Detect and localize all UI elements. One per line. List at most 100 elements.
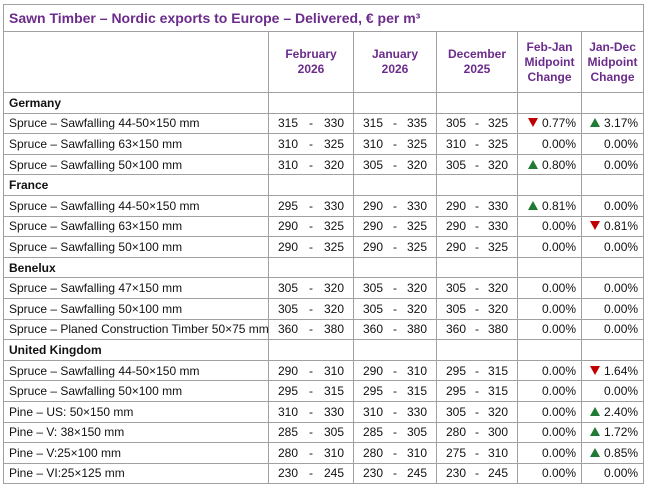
change-arrow-down: [590, 365, 601, 375]
range-cell: 315-330: [268, 112, 354, 135]
price-table: Sawn Timber – Nordic exports to Europe –…: [2, 4, 645, 485]
range: 305-320: [274, 302, 348, 316]
range-low: 230: [363, 466, 384, 481]
range-high: 325: [323, 239, 344, 254]
range-low: 290: [446, 198, 467, 213]
range: 315-330: [274, 116, 348, 130]
range-separator: -: [475, 301, 479, 316]
range-separator: -: [309, 116, 313, 131]
change-cell: 1.72%: [580, 421, 645, 444]
change-cell: 0.00%: [517, 421, 582, 444]
range-high: 380: [406, 322, 427, 337]
range-high: 335: [406, 116, 427, 131]
range: 305-320: [359, 302, 431, 316]
range-cell: 290-325: [268, 236, 354, 258]
range-cell: 360-380: [436, 318, 518, 341]
range: 280-310: [274, 446, 348, 460]
range-high: 325: [406, 239, 427, 254]
data-row: Spruce – Planed Construction Timber 50×7…: [3, 318, 645, 341]
change-cell: 0.00%: [517, 380, 582, 402]
column-header: January 2026: [353, 31, 437, 93]
empty-cell: [436, 92, 518, 114]
range: 290-325: [274, 240, 348, 254]
range-high: 330: [406, 404, 427, 419]
change-cell: 0.00%: [517, 215, 582, 238]
empty-cell: [268, 256, 354, 279]
range-separator: -: [309, 239, 313, 254]
empty-cell: [436, 256, 518, 279]
range-cell: 305-320: [353, 153, 437, 176]
range: 305-320: [359, 158, 431, 172]
range: 295-315: [274, 384, 348, 398]
range-separator: -: [309, 281, 313, 296]
range-separator: -: [393, 384, 397, 399]
change-value: 0.00%: [604, 322, 639, 337]
change-cell: 0.00%: [580, 236, 645, 258]
range: 295-315: [359, 384, 431, 398]
range-separator: -: [393, 425, 397, 440]
range-low: 280: [446, 425, 467, 440]
range-separator: -: [309, 363, 313, 378]
change-value: 0.00%: [604, 466, 639, 481]
change-arrow-down: [590, 221, 601, 231]
range-high: 330: [406, 198, 427, 213]
row-label: Spruce – Sawfalling 44-50×150 mm: [3, 359, 269, 382]
change-value: 1.72%: [604, 425, 639, 440]
empty-cell: [580, 256, 645, 279]
table-wrapper: Sawn Timber – Nordic exports to Europe –…: [2, 4, 645, 485]
change-value: 0.77%: [541, 116, 576, 131]
range-separator: -: [393, 219, 397, 234]
range-separator: -: [393, 136, 397, 151]
empty-cell: [268, 174, 354, 196]
section-name: France: [3, 174, 269, 196]
range-high: 320: [406, 281, 427, 296]
range-low: 295: [446, 363, 467, 378]
data-row: Pine – V:25×100 mm 280-310 280-310 275-310 0…: [3, 442, 645, 464]
range: 305-325: [442, 116, 512, 130]
range-cell: 295-330: [268, 194, 354, 217]
range-separator: -: [393, 116, 397, 131]
range-separator: -: [475, 466, 479, 481]
range: 310-320: [274, 158, 348, 172]
range-low: 305: [278, 301, 299, 316]
data-row: Spruce – Sawfalling 44-50×150 mm 295-330 2…: [3, 194, 645, 217]
change-value: 0.81%: [541, 198, 576, 213]
change-value: 0.00%: [541, 404, 576, 419]
range-high: 305: [406, 425, 427, 440]
range-high: 315: [487, 384, 508, 399]
empty-cell: [517, 256, 582, 279]
range-high: 325: [406, 219, 427, 234]
change-value: 0.00%: [604, 239, 639, 254]
range-cell: 310-330: [353, 400, 437, 423]
range-low: 290: [363, 363, 384, 378]
title-row: Sawn Timber – Nordic exports to Europe –…: [2, 4, 645, 32]
change-value: 0.00%: [541, 301, 576, 316]
change-value: 0.00%: [604, 281, 639, 296]
range-cell: 315-335: [353, 112, 437, 135]
range-separator: -: [475, 445, 479, 460]
change-cell: 0.00%: [517, 297, 582, 320]
range-low: 305: [363, 157, 384, 172]
change-cell: 0.80%: [517, 153, 582, 176]
range-separator: -: [475, 219, 479, 234]
range-high: 320: [323, 301, 344, 316]
range-low: 305: [278, 281, 299, 296]
range-low: 295: [278, 198, 299, 213]
change-arrow-down: [527, 118, 538, 128]
range-separator: -: [475, 281, 479, 296]
section-row: Benelux: [3, 256, 645, 279]
range: 290-325: [359, 219, 431, 233]
column-header: Jan-Dec Midpoint Change: [580, 31, 645, 93]
range-high: 320: [487, 281, 508, 296]
range-separator: -: [393, 322, 397, 337]
range: 290-310: [274, 364, 348, 378]
empty-cell: [580, 174, 645, 196]
range-separator: -: [393, 239, 397, 254]
range-separator: -: [393, 157, 397, 172]
change-arrow-up: [590, 447, 601, 457]
change-cell: 0.00%: [517, 462, 582, 485]
row-label: Spruce – Sawfalling 44-50×150 mm: [3, 112, 269, 135]
row-label: Spruce – Sawfalling 63×150 mm: [3, 215, 269, 238]
empty-cell: [353, 174, 437, 196]
row-label: Spruce – Sawfalling 50×100 mm: [3, 153, 269, 176]
